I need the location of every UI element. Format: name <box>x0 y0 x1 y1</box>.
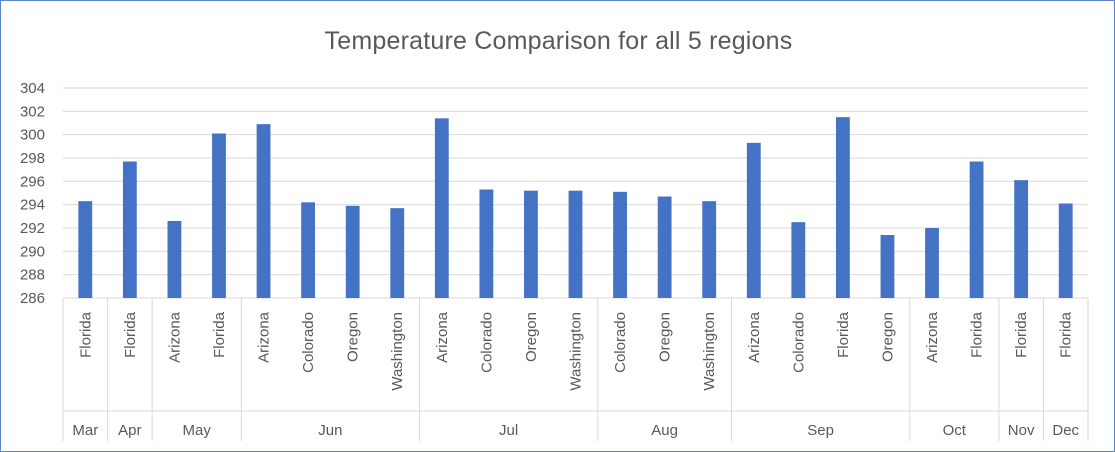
x-category-label: Florida <box>1013 311 1030 358</box>
x-category-label: Colorado <box>478 312 495 373</box>
bar <box>969 161 984 298</box>
y-tick-label: 300 <box>20 127 45 144</box>
bar <box>1058 203 1073 298</box>
bar <box>78 201 93 298</box>
x-category-label: Oregon <box>879 312 896 362</box>
bar <box>613 191 627 298</box>
bar <box>256 124 271 299</box>
bar <box>702 201 717 298</box>
x-category-label: Washington <box>701 312 718 391</box>
bar <box>212 133 226 298</box>
x-category-label: Colorado <box>790 312 807 373</box>
y-tick-label: 294 <box>20 197 45 214</box>
x-category-label: Washington <box>568 312 585 391</box>
x-category-label: Oregon <box>657 312 674 362</box>
x-group-label: Aug <box>651 422 678 439</box>
bar <box>122 161 137 298</box>
bar <box>479 189 494 298</box>
chart-title: Temperature Comparison for all 5 regions <box>324 27 793 55</box>
x-category-label: Colorado <box>612 312 629 373</box>
bar <box>835 117 850 299</box>
y-tick-label: 288 <box>20 267 45 284</box>
bar <box>434 118 449 298</box>
x-category-label: Florida <box>969 311 986 358</box>
x-category-label: Arizona <box>166 311 183 363</box>
x-group-label: Jun <box>318 422 342 439</box>
x-category-label: Arizona <box>434 311 451 363</box>
y-tick-label: 298 <box>20 150 45 167</box>
bar <box>524 190 538 298</box>
x-category-label: Florida <box>77 311 94 358</box>
x-category-label: Florida <box>1058 311 1075 358</box>
x-group-label: Dec <box>1052 422 1079 439</box>
y-tick-label: 292 <box>20 220 45 237</box>
x-group-label: May <box>183 422 212 439</box>
x-category-label: Florida <box>835 311 852 358</box>
x-category-label: Florida <box>211 311 228 358</box>
x-category-label: Arizona <box>746 311 763 363</box>
x-group-label: Jul <box>499 422 518 439</box>
bar <box>568 190 583 298</box>
x-category-label: Oregon <box>523 312 540 362</box>
x-category-label: Washington <box>389 312 406 391</box>
bar <box>390 208 405 298</box>
y-tick-label: 290 <box>20 243 45 260</box>
x-category-label: Colorado <box>300 312 317 373</box>
x-category-label: Florida <box>122 311 139 358</box>
y-tick-label: 286 <box>20 290 45 307</box>
bar <box>925 228 939 298</box>
x-group-label: Sep <box>807 422 834 439</box>
y-tick-label: 302 <box>20 103 45 120</box>
x-group-label: Mar <box>72 422 98 439</box>
bar <box>345 205 360 298</box>
x-group-label: Nov <box>1008 422 1035 439</box>
bar <box>301 202 316 298</box>
bar <box>791 222 806 298</box>
x-category-label: Arizona <box>256 311 273 363</box>
x-group-label: Oct <box>943 422 967 439</box>
bar <box>657 196 672 298</box>
y-tick-label: 304 <box>20 80 45 97</box>
y-tick-label: 296 <box>20 173 45 190</box>
bar <box>167 221 182 298</box>
bar <box>1014 180 1029 298</box>
bar <box>880 235 895 298</box>
bar <box>746 142 761 298</box>
x-category-label: Oregon <box>345 312 362 362</box>
x-category-label: Arizona <box>924 311 941 363</box>
x-group-label: Apr <box>118 422 141 439</box>
